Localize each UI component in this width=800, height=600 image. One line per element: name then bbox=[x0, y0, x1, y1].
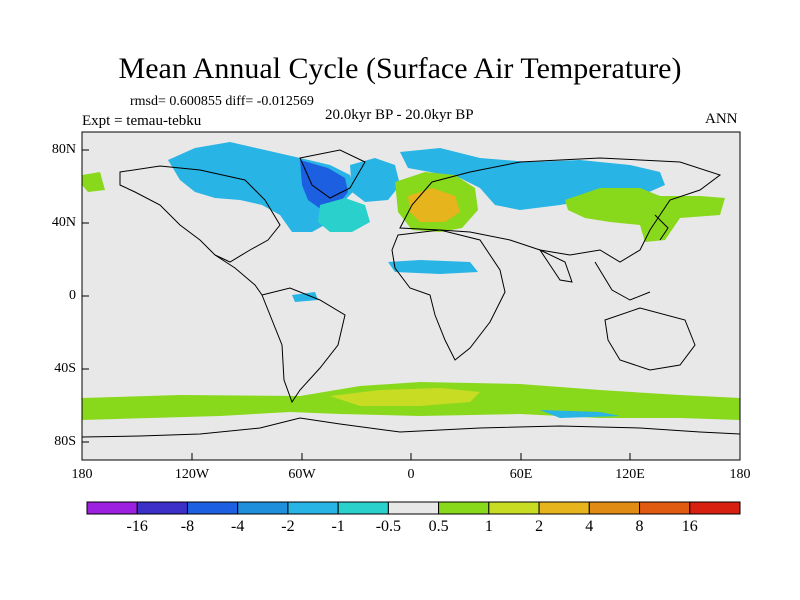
colorbar-box bbox=[136, 501, 188, 515]
experiment-label: Expt = temau-tebku bbox=[82, 113, 202, 129]
colorbar-label: -8 bbox=[180, 518, 195, 535]
chart-title: Mean Annual Cycle (Surface Air Temperatu… bbox=[118, 52, 682, 85]
india-coast bbox=[538, 248, 573, 283]
greenland-anomaly bbox=[300, 160, 348, 210]
north-atlantic-anomaly bbox=[350, 158, 400, 202]
colorbar-label: -0.5 bbox=[375, 518, 402, 535]
greenland-coast bbox=[299, 149, 366, 199]
lat-tick-label: 40N bbox=[51, 215, 76, 230]
atlantic-anomaly bbox=[318, 198, 370, 232]
south-america-coast bbox=[261, 287, 346, 404]
colorbar-label: 4 bbox=[585, 518, 594, 535]
colorbar-label: -16 bbox=[126, 518, 148, 535]
lat-tick-label: 40S bbox=[54, 361, 76, 376]
colorbar-label: 16 bbox=[681, 518, 698, 535]
lon-tick-label: 180 bbox=[71, 467, 93, 482]
anomaly-fields bbox=[82, 142, 740, 420]
colorbar-box bbox=[186, 501, 239, 515]
lon-tick-label: 180 bbox=[729, 467, 751, 482]
colorbar-box bbox=[639, 501, 691, 515]
colorbar-box bbox=[689, 501, 741, 515]
southern-ocean-core-anomaly bbox=[330, 388, 480, 406]
lon-tick-label: 120W bbox=[174, 467, 210, 482]
tick-marks bbox=[81, 149, 741, 460]
colorbar-box bbox=[588, 501, 641, 515]
europe-coast bbox=[399, 157, 722, 263]
colorbar-label: 1 bbox=[484, 518, 493, 535]
colorbar-box bbox=[438, 501, 490, 515]
southern-ocean-cold-patch bbox=[540, 410, 620, 418]
europe-core-anomaly bbox=[408, 188, 460, 222]
japan-coast bbox=[654, 214, 669, 241]
colorbar-box bbox=[86, 501, 138, 515]
colorbar-box bbox=[337, 501, 389, 515]
antarctica-coast bbox=[81, 417, 741, 438]
colorbar-box bbox=[387, 501, 440, 515]
colorbar-label: 8 bbox=[635, 518, 644, 535]
lon-tick-label: 60E bbox=[509, 467, 533, 482]
colorbar-box bbox=[237, 501, 289, 515]
lon-tick-label: 0 bbox=[407, 467, 415, 482]
lon-tick-label: 120E bbox=[615, 467, 645, 482]
australia-coast bbox=[604, 307, 696, 371]
north-america-coast bbox=[119, 165, 281, 263]
lat-tick-label: 80S bbox=[54, 434, 76, 449]
colorbar-label: 0.5 bbox=[428, 518, 449, 535]
southeast-asia-coast bbox=[594, 261, 651, 301]
lon-tick-label: 60W bbox=[288, 467, 316, 482]
stats-readout: rmsd= 0.600855 diff= -0.012569 bbox=[130, 94, 314, 109]
lat-tick-label: 80N bbox=[51, 142, 76, 157]
colorbar-box bbox=[538, 501, 590, 515]
coastlines bbox=[81, 149, 741, 438]
central-america-coast bbox=[214, 254, 263, 296]
colorbar-label: -4 bbox=[231, 518, 245, 535]
season-label: ANN bbox=[705, 111, 738, 127]
south-atlantic-anomaly bbox=[292, 292, 318, 302]
lat-tick-label: 0 bbox=[69, 288, 76, 303]
colorbar-label: -2 bbox=[281, 518, 295, 535]
colorbar-box bbox=[287, 501, 339, 515]
colorbar-label: -1 bbox=[331, 518, 345, 535]
colorbar-boxes bbox=[86, 501, 741, 515]
colorbar-label: 2 bbox=[535, 518, 544, 535]
alaska-warm-anomaly bbox=[82, 172, 105, 192]
period-label: 20.0kyr BP - 20.0kyr BP bbox=[325, 107, 474, 123]
africa-coast bbox=[391, 229, 506, 361]
asia-warm-anomaly bbox=[565, 188, 725, 242]
colorbar-box bbox=[488, 501, 540, 515]
tropical-atlantic-anomaly bbox=[388, 260, 478, 274]
